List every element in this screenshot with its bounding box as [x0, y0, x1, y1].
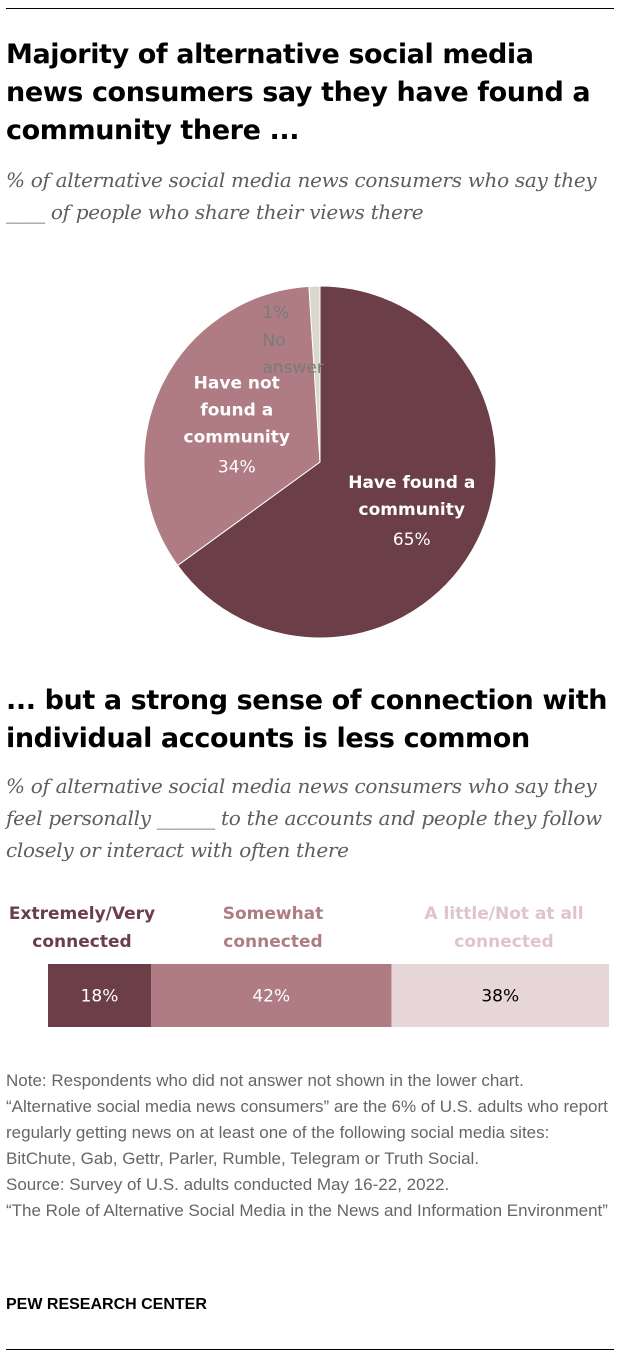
pie-value-not-found-community: 34%: [218, 457, 256, 477]
pie-label-found-community-line-2: community: [359, 500, 465, 520]
bar-headers: Extremely/Very connected Somewhat connected…: [9, 904, 584, 952]
chart-subtitle-1: % of alternative social media news consu…: [6, 168, 597, 224]
pie-label-not-found-community-line-2: found a: [200, 400, 273, 420]
pie-label-not-found-community-line-1: Have not: [194, 373, 280, 393]
pie-value-found-community: 65%: [393, 530, 431, 550]
bar-header-extremely-very-line-2: connected: [32, 932, 131, 952]
chart-title-2: ... but a strong sense of connection wit…: [6, 685, 608, 754]
bar-header-somewhat-line-1: Somewhat: [223, 904, 324, 924]
pie-label-no-answer-line-2: answer: [262, 358, 323, 378]
pie-label-found-community-line-1: Have found a: [348, 473, 475, 493]
pie-slice-found-community: [176, 285, 497, 639]
bottom-rule: [6, 1349, 614, 1350]
report-title: “The Role of Alternative Social Media in…: [6, 1201, 608, 1220]
pie-value-no-answer: 1%: [262, 303, 289, 323]
pie-label-no-answer-line-1: No: [262, 331, 285, 351]
bar-segment-somewhat: [151, 964, 392, 1027]
chart-title-1: Majority of alternative social media new…: [6, 39, 591, 146]
bar-segment-extremely-very: [48, 964, 152, 1027]
bar-header-somewhat-line-2: connected: [223, 932, 322, 952]
bar-value-somewhat: 42%: [252, 987, 290, 1007]
footnotes: Note: Respondents who did not answer not…: [6, 1068, 614, 1224]
bar-header-little-not-at-all-line-2: connected: [454, 932, 553, 952]
note-text: Note: Respondents who did not answer not…: [6, 1071, 608, 1168]
bar-value-extremely-very: 18%: [81, 987, 119, 1007]
pie-slice-no-answer: [308, 285, 321, 463]
bar-header-extremely-very-line-1: Extremely/Very: [9, 904, 155, 924]
brand-logo-text: PEW RESEARCH CENTER: [6, 1296, 207, 1313]
pie-slice-not-found-community: [143, 285, 321, 567]
bar-value-little-not-at-all: 38%: [481, 987, 519, 1007]
chart-subtitle-2: % of alternative social media news consu…: [6, 774, 602, 862]
bar-segments: 18% 42% 38%: [48, 964, 609, 1027]
stacked-bar-chart: Extremely/Very connected Somewhat connected…: [9, 904, 609, 1027]
pie-slices: [143, 285, 497, 639]
top-rule: [6, 8, 614, 9]
pie-chart: Have found a community 65% Have not found a c…: [143, 285, 497, 639]
bar-segment-little-not-at-all: [391, 964, 609, 1027]
bar-header-little-not-at-all-line-1: A little/Not at all: [424, 904, 583, 924]
pie-labels: Have found a community 65% Have not found a c…: [184, 303, 476, 550]
pie-label-not-found-community-line-3: community: [184, 427, 290, 447]
source-text: Source: Survey of U.S. adults conducted …: [6, 1175, 450, 1194]
